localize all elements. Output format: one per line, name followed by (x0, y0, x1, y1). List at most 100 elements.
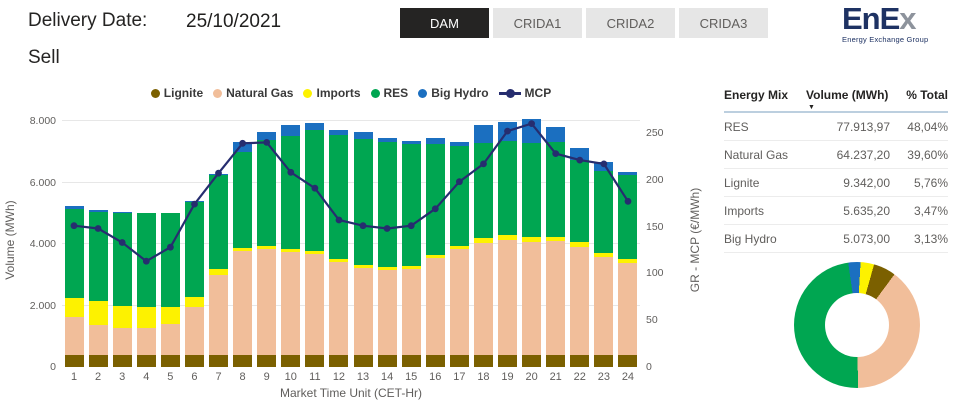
bar-segment-lignite[interactable] (136, 355, 156, 367)
bar-segment-lignite[interactable] (425, 355, 445, 367)
bar-hour-7[interactable] (207, 113, 231, 367)
bar-segment-imports[interactable] (209, 269, 229, 276)
bar-hour-5[interactable] (158, 113, 182, 367)
bar-segment-lignite[interactable] (522, 355, 542, 367)
tab-crida1[interactable]: CRIDA1 (493, 8, 582, 38)
bar-segment-res[interactable] (281, 135, 301, 249)
bar-segment-big-hydro[interactable] (401, 140, 421, 144)
bar-segment-res[interactable] (353, 138, 373, 265)
bar-segment-imports[interactable] (377, 267, 397, 271)
bar-segment-natural-gas[interactable] (401, 268, 421, 356)
bar-segment-big-hydro[interactable] (546, 127, 566, 142)
bar-segment-natural-gas[interactable] (160, 323, 180, 356)
bar-segment-imports[interactable] (233, 248, 253, 252)
bar-segment-imports[interactable] (64, 297, 84, 317)
bar-segment-lignite[interactable] (473, 355, 493, 367)
bar-segment-big-hydro[interactable] (377, 138, 397, 143)
bar-segment-imports[interactable] (546, 236, 566, 241)
bar-hour-17[interactable] (447, 113, 471, 367)
bar-hour-12[interactable] (327, 113, 351, 367)
bar-segment-lignite[interactable] (305, 355, 325, 367)
bar-segment-imports[interactable] (473, 238, 493, 243)
bar-hour-15[interactable] (399, 113, 423, 367)
bar-hour-1[interactable] (62, 113, 86, 367)
bar-segment-big-hydro[interactable] (449, 141, 469, 146)
bar-segment-big-hydro[interactable] (257, 132, 277, 140)
bar-segment-lignite[interactable] (64, 355, 84, 367)
tab-crida3[interactable]: CRIDA3 (679, 8, 768, 38)
bar-segment-natural-gas[interactable] (64, 316, 84, 356)
bar-segment-natural-gas[interactable] (618, 263, 638, 356)
bar-hour-22[interactable] (568, 113, 592, 367)
bar-segment-imports[interactable] (425, 255, 445, 259)
legend-item-mcp[interactable]: MCP (498, 86, 551, 100)
bar-segment-imports[interactable] (184, 296, 204, 308)
bar-hour-11[interactable] (303, 113, 327, 367)
bar-segment-imports[interactable] (353, 264, 373, 268)
bar-segment-lignite[interactable] (233, 355, 253, 367)
bar-segment-natural-gas[interactable] (184, 307, 204, 356)
bar-segment-res[interactable] (160, 213, 180, 308)
bar-segment-imports[interactable] (522, 237, 542, 242)
bar-hour-14[interactable] (375, 113, 399, 367)
bar-hour-18[interactable] (471, 113, 495, 367)
bar-segment-res[interactable] (449, 145, 469, 246)
legend-item-lignite[interactable]: Lignite (150, 86, 203, 100)
bar-segment-res[interactable] (136, 213, 156, 308)
tab-crida2[interactable]: CRIDA2 (586, 8, 675, 38)
bar-segment-lignite[interactable] (353, 355, 373, 367)
bar-segment-res[interactable] (522, 143, 542, 238)
bar-segment-res[interactable] (377, 142, 397, 268)
tab-dam[interactable]: DAM (400, 8, 489, 38)
bar-segment-natural-gas[interactable] (257, 248, 277, 356)
bar-segment-imports[interactable] (112, 305, 132, 328)
bar-segment-lignite[interactable] (88, 355, 108, 367)
bar-segment-natural-gas[interactable] (594, 256, 614, 356)
bar-segment-natural-gas[interactable] (112, 327, 132, 356)
legend-item-res[interactable]: RES (370, 86, 408, 100)
bar-segment-natural-gas[interactable] (473, 242, 493, 356)
bar-segment-big-hydro[interactable] (425, 137, 445, 145)
bar-hour-24[interactable] (616, 113, 640, 367)
bar-segment-imports[interactable] (498, 235, 518, 241)
bar-hour-8[interactable] (231, 113, 255, 367)
bar-hour-3[interactable] (110, 113, 134, 367)
bar-segment-res[interactable] (425, 144, 445, 256)
bar-segment-lignite[interactable] (112, 355, 132, 367)
bar-segment-big-hydro[interactable] (305, 123, 325, 130)
bar-segment-lignite[interactable] (209, 355, 229, 367)
bar-segment-natural-gas[interactable] (329, 261, 349, 356)
column-header-volume-mwh-[interactable]: Volume (MWh) ▼ (802, 86, 890, 113)
table-row-imports[interactable]: Imports 5.635,20 3,47% (724, 197, 948, 225)
bar-segment-big-hydro[interactable] (570, 148, 590, 160)
bar-segment-big-hydro[interactable] (112, 212, 132, 214)
bar-segment-natural-gas[interactable] (570, 246, 590, 356)
bar-hour-2[interactable] (86, 113, 110, 367)
bar-segment-natural-gas[interactable] (498, 240, 518, 356)
bar-segment-res[interactable] (570, 159, 590, 243)
bar-segment-lignite[interactable] (329, 355, 349, 367)
table-row-lignite[interactable]: Lignite 9.342,00 5,76% (724, 169, 948, 197)
bar-segment-res[interactable] (473, 143, 493, 239)
bar-segment-res[interactable] (305, 129, 325, 252)
bar-hour-23[interactable] (592, 113, 616, 367)
bar-segment-lignite[interactable] (498, 355, 518, 367)
bar-segment-big-hydro[interactable] (281, 125, 301, 136)
bar-segment-imports[interactable] (618, 259, 638, 264)
bar-segment-imports[interactable] (594, 252, 614, 257)
bar-segment-res[interactable] (112, 213, 132, 306)
energy-mix-donut-chart[interactable] (794, 262, 920, 388)
bar-segment-lignite[interactable] (281, 355, 301, 367)
bar-segment-res[interactable] (233, 151, 253, 249)
bar-segment-lignite[interactable] (160, 355, 180, 367)
bar-segment-natural-gas[interactable] (233, 251, 253, 356)
bar-segment-res[interactable] (329, 135, 349, 259)
bar-segment-res[interactable] (64, 208, 84, 298)
bar-segment-imports[interactable] (449, 245, 469, 250)
bar-hour-4[interactable] (134, 113, 158, 367)
bar-segment-big-hydro[interactable] (184, 200, 204, 202)
bar-segment-lignite[interactable] (618, 355, 638, 367)
legend-item-natural-gas[interactable]: Natural Gas (213, 86, 293, 100)
bar-segment-natural-gas[interactable] (88, 325, 108, 356)
bar-segment-natural-gas[interactable] (209, 275, 229, 356)
